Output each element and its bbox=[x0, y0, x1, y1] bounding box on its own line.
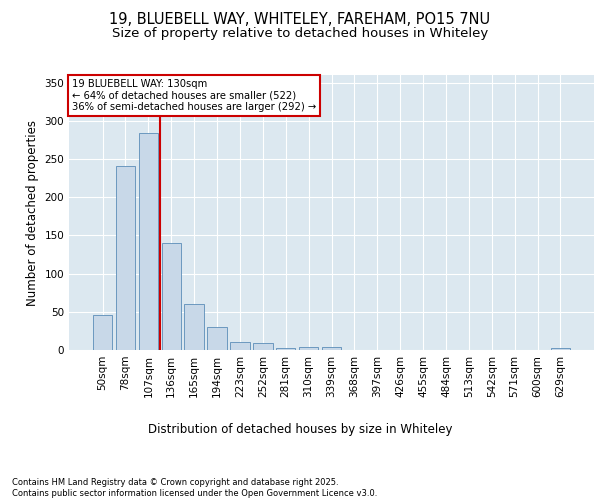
Text: 19 BLUEBELL WAY: 130sqm
← 64% of detached houses are smaller (522)
36% of semi-d: 19 BLUEBELL WAY: 130sqm ← 64% of detache… bbox=[71, 79, 316, 112]
Bar bbox=[208, 327, 227, 350]
Bar bbox=[299, 347, 319, 350]
Bar bbox=[551, 348, 570, 350]
Text: Distribution of detached houses by size in Whiteley: Distribution of detached houses by size … bbox=[148, 422, 452, 436]
Y-axis label: Number of detached properties: Number of detached properties bbox=[26, 120, 39, 306]
Text: Size of property relative to detached houses in Whiteley: Size of property relative to detached ho… bbox=[112, 28, 488, 40]
Text: Contains HM Land Registry data © Crown copyright and database right 2025.
Contai: Contains HM Land Registry data © Crown c… bbox=[12, 478, 377, 498]
Bar bbox=[230, 342, 250, 350]
Bar bbox=[161, 243, 181, 350]
Bar bbox=[116, 166, 135, 350]
Bar bbox=[253, 343, 272, 350]
Bar bbox=[276, 348, 295, 350]
Bar bbox=[139, 133, 158, 350]
Text: 19, BLUEBELL WAY, WHITELEY, FAREHAM, PO15 7NU: 19, BLUEBELL WAY, WHITELEY, FAREHAM, PO1… bbox=[109, 12, 491, 28]
Bar bbox=[322, 347, 341, 350]
Bar bbox=[93, 315, 112, 350]
Bar bbox=[184, 304, 204, 350]
